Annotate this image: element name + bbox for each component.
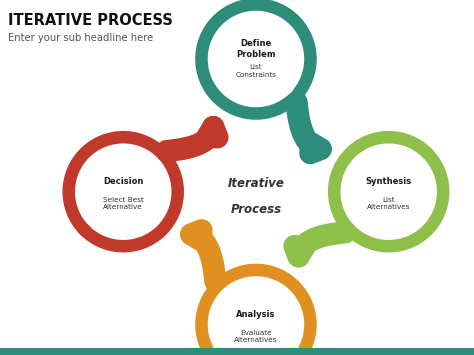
Circle shape xyxy=(213,282,299,355)
Circle shape xyxy=(213,16,299,102)
Circle shape xyxy=(346,149,431,234)
Text: Iterative: Iterative xyxy=(228,177,284,190)
Circle shape xyxy=(81,149,166,234)
Text: Synthesis: Synthesis xyxy=(365,177,412,186)
Text: Select Best
Alternative: Select Best Alternative xyxy=(103,197,144,211)
Text: List
Constraints: List Constraints xyxy=(236,64,276,78)
Text: ITERATIVE PROCESS: ITERATIVE PROCESS xyxy=(8,13,173,28)
Text: Process: Process xyxy=(230,203,282,216)
Bar xyxy=(0,348,474,355)
Text: Enter your sub headline here: Enter your sub headline here xyxy=(8,33,153,43)
Text: Evaluate
Alternatives: Evaluate Alternatives xyxy=(234,330,278,343)
Text: List
Alternatives: List Alternatives xyxy=(367,197,410,211)
Text: Decision: Decision xyxy=(103,177,144,186)
Text: Analysis: Analysis xyxy=(236,310,276,319)
Text: Define
Problem: Define Problem xyxy=(236,39,276,59)
